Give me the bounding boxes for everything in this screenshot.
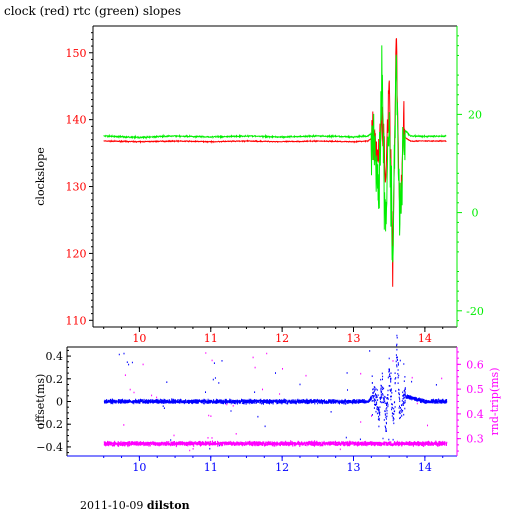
bottom-y2-tick-label: 0.5 xyxy=(466,383,484,396)
top-x-tick-label: 12 xyxy=(275,332,289,345)
top-y-tick-label: 110 xyxy=(66,314,87,327)
bottom-x-tick-label: 12 xyxy=(275,461,289,474)
footer-date: 2011-10-09 xyxy=(80,499,144,512)
top-x-tick-label: 14 xyxy=(418,332,432,345)
clock-series-line xyxy=(103,38,447,287)
rtc-series-line xyxy=(103,45,447,263)
footer-site: dilston xyxy=(146,499,190,512)
bottom-y2-tick-label: 0.3 xyxy=(466,433,484,446)
bottom-y-axis-label: offset(ms) xyxy=(34,374,47,430)
bottom-x-tick-label: 11 xyxy=(204,461,218,474)
top-y-tick-label: 120 xyxy=(66,247,87,260)
footer: 2011-10-09 dilston xyxy=(80,499,190,512)
top-x-tick-label: 11 xyxy=(204,332,218,345)
top-y2-tick-label: 0 xyxy=(472,207,479,220)
bottom-y2-tick-label: 0.6 xyxy=(466,358,484,371)
chart-title: clock (red) rtc (green) slopes xyxy=(4,4,182,18)
top-y2-tick-label: 20 xyxy=(468,108,482,121)
bottom-y-tick-label: 0.2 xyxy=(46,373,64,386)
top-y-tick-label: 140 xyxy=(66,114,87,127)
top-y-tick-label: 130 xyxy=(66,181,87,194)
bottom-y-tick-label: −0.2 xyxy=(36,418,63,431)
top-x-tick-label: 10 xyxy=(132,332,146,345)
offset-series-points xyxy=(103,334,448,450)
bottom-y2-axis-label: rnd-trip(ms) xyxy=(488,368,501,436)
bottom-x-tick-label: 14 xyxy=(418,461,432,474)
bottom-y-tick-label: 0.4 xyxy=(46,350,64,363)
top-panel: 110 120 130 140 150 -20 0 20 10 11 12 13 14 clockslop… xyxy=(34,25,484,345)
rndtrip-series-points xyxy=(103,352,448,452)
top-y-tick-label: 150 xyxy=(66,47,87,60)
top-x-tick-label: 13 xyxy=(347,332,361,345)
bottom-y-tick-label: 0 xyxy=(56,396,63,409)
bottom-x-tick-label: 13 xyxy=(347,461,361,474)
bottom-panel: −0.4 −0.2 0 0.2 0.4 0.3 0.4 0.5 0.6 10 11 12 13 14 off… xyxy=(34,334,501,474)
top-y-axis-label: clockslope xyxy=(34,147,47,205)
top-y2-tick-label: -20 xyxy=(466,305,484,318)
bottom-y2-tick-label: 0.4 xyxy=(466,408,484,421)
bottom-y-tick-label: −0.4 xyxy=(36,441,63,454)
bottom-x-tick-label: 10 xyxy=(132,461,146,474)
